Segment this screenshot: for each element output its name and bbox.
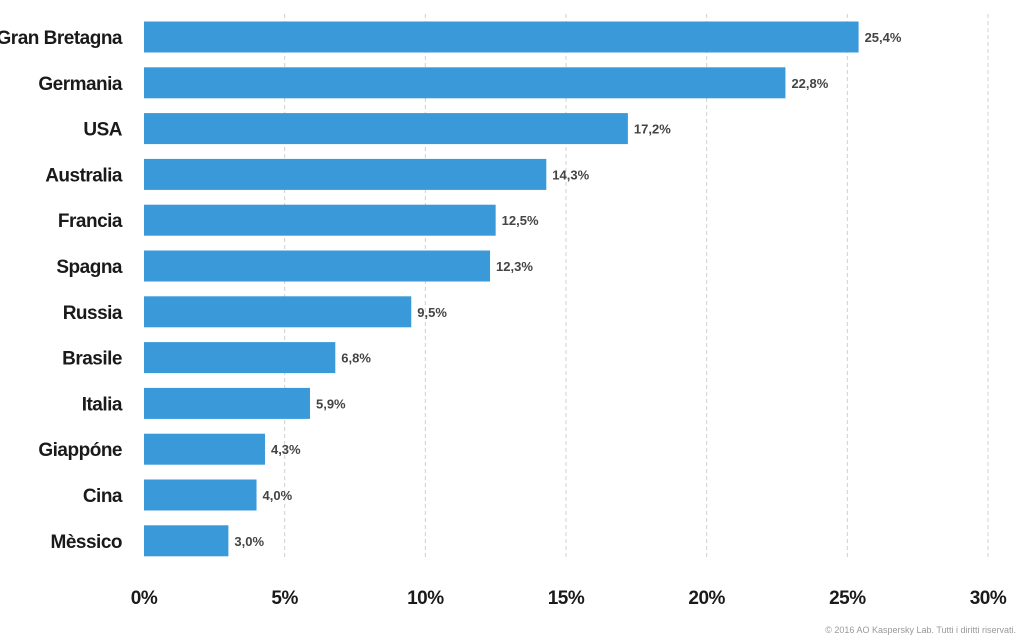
grid-lines <box>284 14 989 560</box>
value-label: 25,4% <box>865 30 902 45</box>
bar <box>144 342 336 374</box>
category-label: Mèssico <box>51 532 122 553</box>
x-tick-label: 15% <box>548 588 585 609</box>
category-label: Italia <box>82 394 123 415</box>
bar <box>144 204 496 236</box>
bar <box>144 525 229 557</box>
value-label: 3,0% <box>234 534 264 549</box>
x-tick-label: 20% <box>688 588 725 609</box>
bar <box>144 433 265 465</box>
value-label: 9,5% <box>417 305 447 320</box>
category-label: Francia <box>58 211 123 232</box>
bar <box>144 67 786 99</box>
bar <box>144 296 412 328</box>
x-tick-label: 25% <box>829 588 866 609</box>
category-label: Spagna <box>56 257 123 278</box>
value-label: 4,3% <box>271 442 301 457</box>
copyright-notice: © 2016 AO Kaspersky Lab. Tutti i diritti… <box>825 625 1016 635</box>
bar <box>144 21 859 53</box>
category-label: Australia <box>45 165 123 186</box>
x-axis-ticks: 0% 5% 10% 15% 20% 25% 30% <box>131 588 1008 609</box>
x-tick-label: 5% <box>271 588 298 609</box>
bar <box>144 113 628 145</box>
category-label: Brasile <box>62 349 122 370</box>
value-label: 22,8% <box>791 76 828 91</box>
category-labels: Gran Bretagna Germania USA Australia Francia… <box>0 28 123 553</box>
bar <box>144 158 547 190</box>
bar <box>144 250 491 282</box>
value-label: 14,3% <box>552 167 589 182</box>
value-label: 4,0% <box>263 488 293 503</box>
category-label: Germania <box>38 74 123 95</box>
bar <box>144 387 310 419</box>
x-tick-label: 10% <box>407 588 444 609</box>
category-label: USA <box>83 120 122 141</box>
category-label: Gran Bretagna <box>0 28 123 49</box>
value-label: 5,9% <box>316 396 346 411</box>
x-tick-label: 0% <box>131 588 158 609</box>
value-labels: 25,4% 22,8% 17,2% 14,3% 12,5% 12,3% 9,5% 6,8% 5,… <box>234 30 901 549</box>
bar <box>144 479 257 511</box>
value-label: 17,2% <box>634 122 671 137</box>
value-label: 6,8% <box>341 351 371 366</box>
category-label: Giappóne <box>38 440 122 461</box>
x-tick-label: 30% <box>970 588 1007 609</box>
bars <box>144 21 859 557</box>
value-label: 12,3% <box>496 259 533 274</box>
category-label: Russia <box>63 303 123 324</box>
category-label: Cina <box>83 486 123 507</box>
value-label: 12,5% <box>502 213 539 228</box>
